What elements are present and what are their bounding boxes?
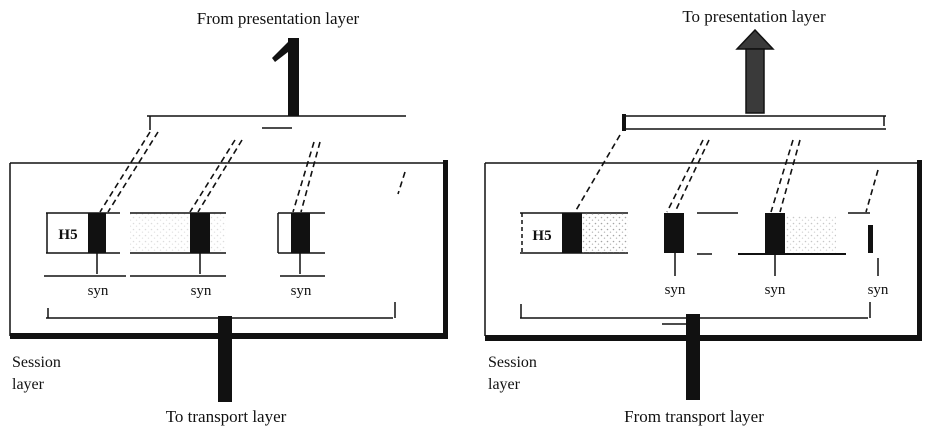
right-bottom-label: From transport layer <box>624 407 764 426</box>
left-segment-strip <box>46 212 325 254</box>
left-h5-header: H5 <box>58 227 77 243</box>
right-input-bar <box>686 314 700 400</box>
right-session-label-line1: Session <box>488 354 537 371</box>
left-syn-label-3: syn <box>291 283 312 299</box>
left-sync-point-2 <box>190 213 210 253</box>
right-mapping-lines <box>574 134 879 213</box>
left-panel: From presentation layer <box>9 9 448 426</box>
right-sync-point-1 <box>562 213 582 253</box>
up-arrow-icon <box>735 28 775 114</box>
right-session-box-right <box>917 160 922 341</box>
right-sync-point-2 <box>664 213 684 253</box>
right-sync-point-4 <box>868 225 873 253</box>
left-session-label-line1: Session <box>12 354 61 371</box>
left-session-box-right <box>443 160 448 339</box>
right-top-label: To presentation layer <box>682 7 826 26</box>
right-session-box-bottom <box>485 335 922 341</box>
left-input-bar <box>288 38 299 116</box>
left-sync-point-1 <box>88 213 106 253</box>
right-session-label-line2: layer <box>488 376 521 393</box>
left-bottom-label: To transport layer <box>166 407 287 426</box>
right-syn-label-2: syn <box>765 282 786 298</box>
left-mapping-lines <box>99 131 406 213</box>
left-syn-label-1: syn <box>88 283 109 299</box>
right-sync-point-3 <box>765 213 785 253</box>
right-panel: To presentation layer <box>484 7 922 426</box>
right-top-bracket-tick-left <box>622 114 626 131</box>
left-session-label-line2: layer <box>12 376 45 393</box>
right-syn-label-1: syn <box>665 282 686 298</box>
left-top-label: From presentation layer <box>197 9 360 28</box>
left-input-bar-flag <box>272 42 288 62</box>
left-output-bar <box>218 316 232 402</box>
right-syn-label-3: syn <box>868 282 889 298</box>
right-h5-header: H5 <box>532 228 551 244</box>
left-syn-label-2: syn <box>191 283 212 299</box>
left-sync-point-3 <box>291 213 310 253</box>
